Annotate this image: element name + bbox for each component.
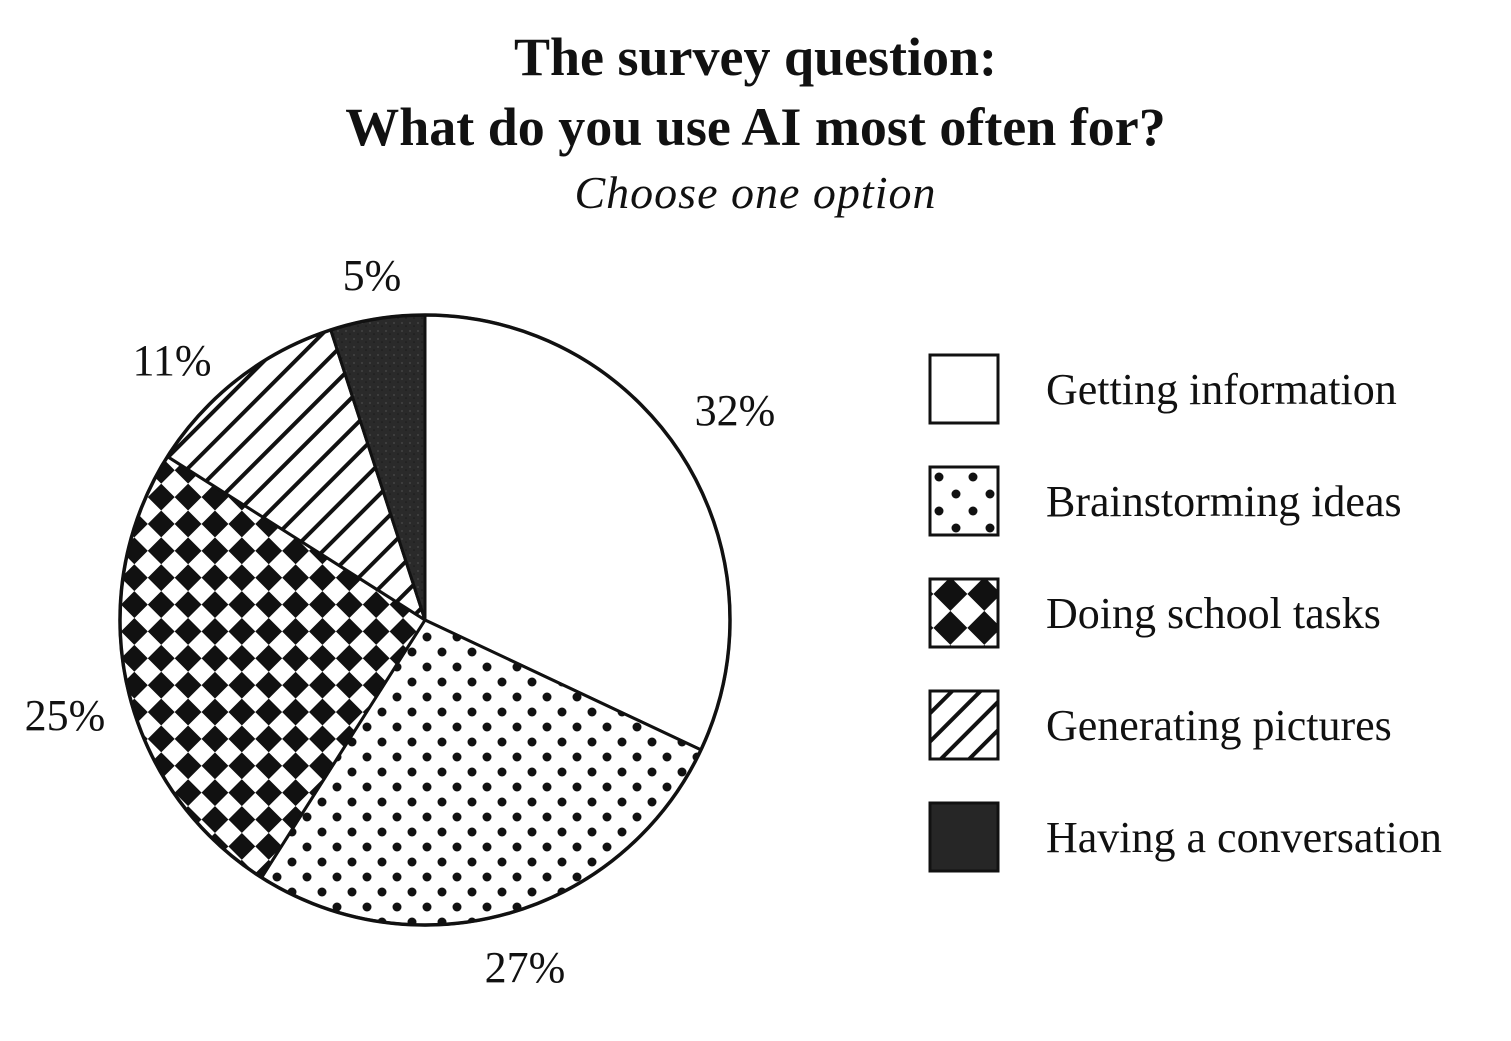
pie-value-labels: 32% 27% 25% 11% 5% — [25, 251, 776, 992]
chart-title-block: The survey question: What do you use AI … — [0, 22, 1511, 224]
legend-swatch — [928, 689, 1000, 761]
legend: Getting information Brainstorming ideas Do… — [928, 353, 1442, 873]
slice-value-label: 27% — [485, 943, 566, 992]
pie-slices — [118, 313, 732, 927]
legend-label: Brainstorming ideas — [1046, 477, 1402, 526]
legend-swatch — [928, 801, 1000, 873]
legend-label: Having a conversation — [1046, 813, 1442, 862]
survey-question: What do you use AI most often for? — [345, 97, 1166, 157]
legend-label: Getting information — [1046, 365, 1397, 414]
legend-label: Generating pictures — [1046, 701, 1392, 750]
survey-instruction: Choose one option — [574, 167, 937, 218]
legend-label: Doing school tasks — [1046, 589, 1381, 638]
slice-value-label: 25% — [25, 691, 106, 740]
slice-value-label: 5% — [343, 251, 402, 300]
legend-swatch — [928, 465, 1000, 537]
legend-swatch — [928, 353, 1000, 425]
pie-outline — [118, 313, 732, 927]
slice-value-label: 11% — [132, 336, 211, 385]
slice-value-label: 32% — [695, 386, 776, 435]
chart-title: The survey question: — [513, 27, 998, 87]
legend-swatch — [928, 577, 1000, 649]
